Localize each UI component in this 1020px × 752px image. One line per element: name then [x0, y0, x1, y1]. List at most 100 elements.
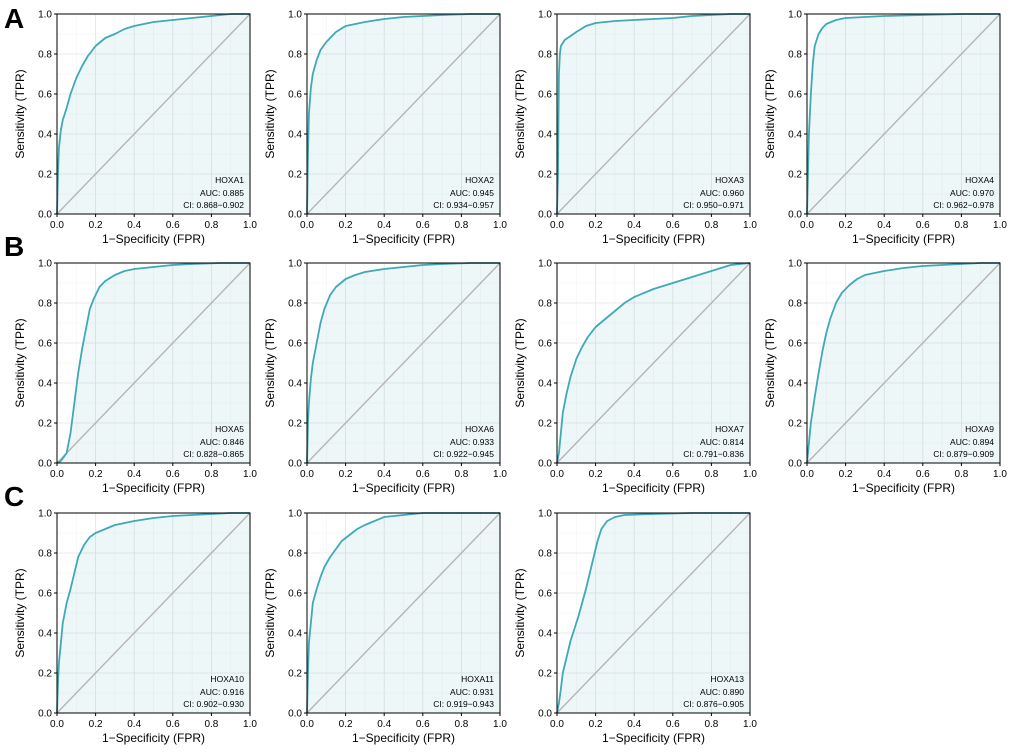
y-tick-label: 0.2	[538, 419, 552, 430]
panel-letter-a: A	[4, 3, 24, 34]
x-tick-label: 0.2	[89, 220, 103, 231]
ci-label: CI: 0.791−0.836	[683, 449, 744, 459]
gene-label: HOXA2	[465, 175, 494, 185]
x-axis-label: 1−Specificity (FPR)	[602, 731, 705, 745]
y-tick-label: 0.8	[288, 299, 302, 310]
x-tick-label: 0.2	[89, 719, 103, 730]
auc-label: AUC: 0.885	[200, 188, 244, 198]
auc-label: AUC: 0.846	[200, 437, 244, 447]
x-tick-label: 0.6	[416, 469, 430, 480]
y-tick-label: 0.2	[288, 669, 302, 680]
x-tick-label: 1.0	[243, 220, 257, 231]
auc-label: AUC: 0.916	[200, 687, 244, 697]
y-tick-label: 1.0	[538, 10, 552, 21]
y-axis-label: Sensitivity (TPR)	[13, 568, 27, 657]
x-axis-label: 1−Specificity (FPR)	[602, 481, 705, 495]
y-tick-label: 0.2	[788, 419, 802, 430]
y-tick-label: 0.0	[538, 709, 552, 720]
y-tick-label: 0.6	[538, 339, 552, 350]
diagonal-reference-line	[306, 512, 501, 714]
x-tick-label: 0.2	[589, 469, 603, 480]
y-tick-label: 0.4	[788, 379, 802, 390]
x-tick-label: 0.0	[550, 719, 564, 730]
y-axis-label: Sensitivity (TPR)	[763, 318, 777, 407]
plot-frame	[556, 512, 751, 714]
x-tick-label: 0.6	[416, 220, 430, 231]
y-axis-label: Sensitivity (TPR)	[263, 69, 277, 158]
y-tick-label: 0.4	[38, 629, 52, 640]
diagonal-reference-line	[806, 13, 1001, 215]
x-tick-label: 1.0	[743, 220, 757, 231]
x-tick-label: 1.0	[243, 719, 257, 730]
y-tick-label: 0.4	[288, 379, 302, 390]
auc-label: AUC: 0.814	[700, 437, 744, 447]
plot-frame	[56, 13, 251, 215]
x-tick-label: 0.6	[166, 469, 180, 480]
y-tick-label: 1.0	[538, 509, 552, 520]
y-tick-label: 0.6	[788, 90, 802, 101]
y-tick-label: 0.4	[38, 379, 52, 390]
x-tick-label: 0.6	[916, 469, 930, 480]
ci-label: CI: 0.879−0.909	[933, 449, 994, 459]
x-tick-label: 0.8	[704, 220, 718, 231]
roc-curve-hoxa13	[556, 512, 750, 714]
y-tick-label: 0.6	[288, 90, 302, 101]
x-tick-label: 0.8	[204, 469, 218, 480]
y-tick-label: 0.2	[38, 669, 52, 680]
x-tick-label: 0.6	[666, 469, 680, 480]
y-tick-label: 0.4	[538, 629, 552, 640]
x-axis-label: 1−Specificity (FPR)	[602, 232, 705, 246]
auc-label: AUC: 0.970	[950, 188, 994, 198]
diagonal-reference-line	[556, 512, 751, 714]
x-tick-label: 0.0	[300, 469, 314, 480]
plot-frame	[56, 262, 251, 464]
x-tick-label: 0.2	[339, 719, 353, 730]
roc-plot-hoxa13: 0.0 0.2 0.4 0.6 0.8 1.0 0.0 0.2 0.4 0.6 0.8 1.0 1−Sp…	[513, 509, 757, 746]
x-tick-label: 0.8	[954, 469, 968, 480]
x-axis-label: 1−Specificity (FPR)	[852, 481, 955, 495]
y-tick-label: 0.6	[38, 589, 52, 600]
diagonal-reference-line	[56, 13, 251, 215]
roc-curve-hoxa7	[556, 262, 751, 464]
x-tick-label: 0.0	[300, 220, 314, 231]
gene-label: HOXA9	[965, 424, 994, 434]
x-axis-label: 1−Specificity (FPR)	[852, 232, 955, 246]
ci-label: CI: 0.962−0.978	[933, 200, 994, 210]
roc-plot-hoxa2: 0.0 0.2 0.4 0.6 0.8 1.0 0.0 0.2 0.4 0.6 0.8 1.0 1−Sp…	[263, 10, 507, 247]
y-tick-label: 0.0	[788, 459, 802, 470]
y-tick-label: 0.4	[288, 629, 302, 640]
auc-label: AUC: 0.890	[700, 687, 744, 697]
y-tick-label: 0.6	[538, 90, 552, 101]
x-tick-label: 0.4	[127, 469, 141, 480]
y-tick-label: 0.6	[788, 339, 802, 350]
roc-plot-hoxa7: 0.0 0.2 0.4 0.6 0.8 1.0 0.0 0.2 0.4 0.6 0.8 1.0 1−Sp…	[513, 259, 757, 496]
x-tick-label: 0.8	[454, 469, 468, 480]
x-tick-label: 0.8	[454, 719, 468, 730]
y-tick-label: 0.4	[788, 130, 802, 141]
y-tick-label: 0.2	[288, 170, 302, 181]
y-tick-label: 1.0	[538, 259, 552, 270]
x-tick-label: 1.0	[493, 719, 507, 730]
x-tick-label: 0.4	[127, 220, 141, 231]
roc-plot-hoxa3: 0.0 0.2 0.4 0.6 0.8 1.0 0.0 0.2 0.4 0.6 0.8 1.0 1−Sp…	[513, 10, 757, 247]
x-tick-label: 0.8	[204, 220, 218, 231]
plot-frame	[56, 512, 251, 714]
plot-frame	[306, 262, 501, 464]
y-tick-label: 0.0	[538, 210, 552, 221]
roc-curve-hoxa10	[56, 512, 250, 714]
x-tick-label: 1.0	[743, 469, 757, 480]
roc-curve-hoxa11	[306, 512, 500, 714]
diagonal-reference-line	[306, 13, 501, 215]
y-tick-label: 0.4	[288, 130, 302, 141]
auc-label: AUC: 0.931	[450, 687, 494, 697]
x-tick-label: 0.4	[627, 469, 641, 480]
ci-label: CI: 0.934−0.957	[433, 200, 494, 210]
diagonal-reference-line	[56, 512, 251, 714]
diagonal-reference-line	[556, 13, 751, 215]
roc-curve-hoxa6	[306, 262, 500, 464]
y-tick-label: 0.6	[38, 90, 52, 101]
gene-label: HOXA7	[715, 424, 744, 434]
x-tick-label: 0.2	[839, 469, 853, 480]
x-tick-label: 0.4	[627, 719, 641, 730]
y-axis-label: Sensitivity (TPR)	[263, 568, 277, 657]
